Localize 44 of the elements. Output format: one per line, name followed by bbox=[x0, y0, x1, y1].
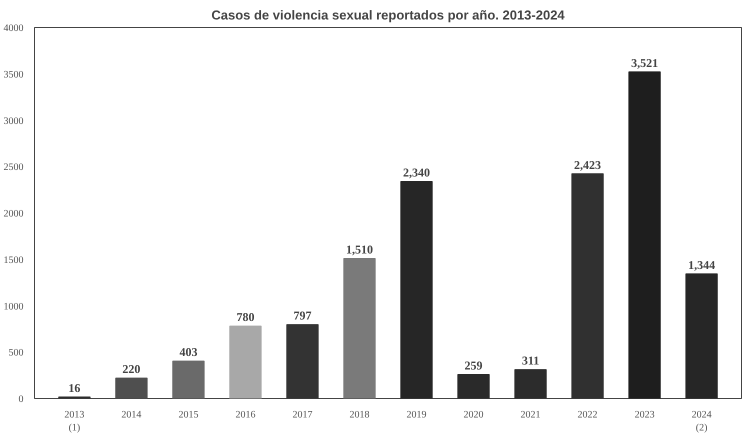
x-tick-label: 2013 (1) bbox=[64, 410, 84, 434]
x-tick-label: 2015 bbox=[178, 410, 198, 420]
x-tick-label: 2016 bbox=[235, 410, 256, 420]
bar bbox=[571, 173, 604, 398]
chart-title: Casos de violencia sexual reportados por año. 2013-2024 bbox=[211, 8, 566, 22]
data-label: 311 bbox=[522, 354, 540, 368]
x-tick-label: 2014 bbox=[121, 410, 142, 420]
bar bbox=[628, 71, 661, 398]
x-tick-label: 2017 bbox=[292, 410, 312, 420]
y-tick-label: 3000 bbox=[4, 116, 24, 127]
data-label: 2,423 bbox=[574, 158, 602, 172]
y-tick-label: 3500 bbox=[4, 69, 24, 80]
y-tick-label: 500 bbox=[8, 348, 24, 359]
data-label: 16 bbox=[68, 381, 80, 396]
bar bbox=[400, 180, 433, 398]
data-label: 1,510 bbox=[346, 242, 373, 256]
x-tick-label: 2018 bbox=[349, 410, 370, 420]
data-label: 2,340 bbox=[403, 165, 430, 180]
y-tick-label: 4000 bbox=[4, 23, 24, 34]
data-label: 780 bbox=[236, 310, 254, 324]
bar bbox=[343, 258, 376, 398]
x-tick-label: 2023 bbox=[634, 410, 655, 420]
bar bbox=[457, 374, 490, 398]
bar bbox=[685, 273, 718, 398]
data-label: 3,521 bbox=[631, 56, 658, 70]
data-label: 403 bbox=[179, 345, 198, 360]
data-label: 220 bbox=[122, 362, 140, 376]
y-tick-label: 1000 bbox=[4, 301, 24, 312]
x-tick-label: 2021 bbox=[520, 410, 541, 420]
y-tick-label: 2000 bbox=[4, 208, 24, 220]
x-tick-label: 2019 bbox=[406, 410, 427, 420]
data-label: 797 bbox=[293, 308, 312, 323]
bar bbox=[172, 360, 205, 398]
data-label: 259 bbox=[464, 358, 483, 372]
x-tick-label: 2020 bbox=[464, 410, 484, 420]
bar bbox=[229, 326, 262, 398]
y-tick-label: 1500 bbox=[4, 254, 24, 266]
data-label: 1,344 bbox=[688, 258, 716, 272]
x-tick-label: 2022 bbox=[578, 410, 598, 420]
y-tick-label: 2500 bbox=[4, 162, 24, 174]
bar bbox=[514, 369, 547, 398]
bar bbox=[286, 324, 319, 398]
x-tick-label: 2024 (2) bbox=[692, 410, 712, 434]
y-tick-label: 0 bbox=[18, 394, 24, 405]
